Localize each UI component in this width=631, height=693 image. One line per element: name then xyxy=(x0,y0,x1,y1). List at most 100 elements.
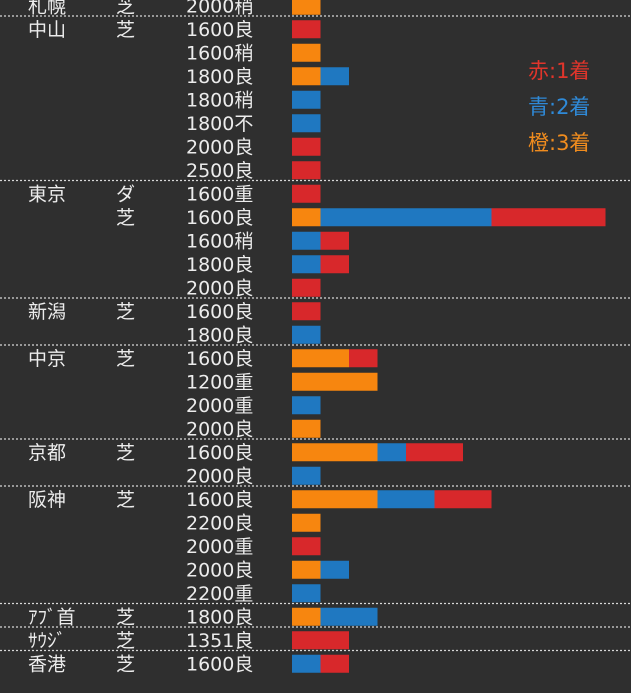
bar-third-place xyxy=(292,513,321,532)
venue-label: 香港 xyxy=(28,654,66,676)
bar-third-place xyxy=(292,607,321,626)
chart-row: 1800良 xyxy=(186,66,349,88)
tick-label: 1600良 xyxy=(186,348,253,370)
bar-first-place xyxy=(292,302,321,321)
chart-row: 2200重 xyxy=(186,583,321,605)
surface-label: 芝 xyxy=(116,348,135,370)
bar-second-place xyxy=(320,67,349,86)
surface-label: 芝 xyxy=(116,489,135,511)
venue-label: 中山 xyxy=(28,19,66,41)
chart-row: 京都 芝 1600良 xyxy=(28,442,463,464)
tick-label: 1600稍 xyxy=(186,43,253,65)
tick-label: 1351良 xyxy=(186,630,253,652)
bar-first-place xyxy=(320,255,349,274)
bar-third-place xyxy=(292,372,378,391)
bar-second-place xyxy=(292,584,321,603)
chart-row: 東京 ダ 1600重 xyxy=(28,184,321,206)
venue-label: 中京 xyxy=(28,348,66,370)
chart-row: 2000良 xyxy=(186,466,321,488)
surface-label: 芝 xyxy=(116,301,135,323)
legend-entry: 橙:3着 xyxy=(528,131,590,155)
bar-first-place xyxy=(292,137,321,156)
chart-row: 1800不 xyxy=(186,113,321,135)
tick-label: 1600良 xyxy=(186,301,253,323)
chart-row: 2000良 xyxy=(186,278,321,300)
bar-third-place xyxy=(292,490,378,509)
venue-label: 札幌 xyxy=(28,0,66,18)
surface-label: 芝 xyxy=(116,654,135,676)
bar-second-place xyxy=(320,208,492,227)
bar-first-place xyxy=(434,490,492,509)
tick-label: 1800稍 xyxy=(186,90,253,112)
tick-label: 1600良 xyxy=(186,207,253,229)
chart-row: 中山 芝 1600良 xyxy=(28,19,321,41)
tick-label: 2200良 xyxy=(186,513,253,535)
bar-first-place xyxy=(320,231,349,250)
chart-row: 芝 1600良 xyxy=(116,207,606,229)
bar-first-place xyxy=(349,349,378,368)
bar-second-place xyxy=(292,90,321,109)
chart-row: 香港 芝 1600良 xyxy=(28,654,349,676)
tick-label: 2000良 xyxy=(186,466,253,488)
chart-row: 阪神 芝 1600良 xyxy=(28,489,492,511)
bar-first-place xyxy=(292,631,349,650)
bar-first-place xyxy=(320,654,349,673)
chart-row: 2200良 xyxy=(186,513,321,535)
surface-label: ダ xyxy=(116,184,135,206)
chart-row: 1800良 xyxy=(186,254,349,276)
chart-row: ｱﾌﾞ首 芝 1800良 xyxy=(28,607,378,629)
bar-first-place xyxy=(491,208,606,227)
venue-label: 阪神 xyxy=(28,489,66,511)
chart-row: 2000良 xyxy=(186,560,349,582)
bar-third-place xyxy=(292,443,378,462)
surface-label: 芝 xyxy=(116,630,135,652)
surface-label: 芝 xyxy=(116,19,135,41)
bar-third-place xyxy=(292,208,321,227)
bar-first-place xyxy=(292,161,321,180)
tick-label: 1600重 xyxy=(186,184,253,206)
tick-label: 2000良 xyxy=(186,137,253,159)
bar-second-place xyxy=(377,490,435,509)
bar-second-place xyxy=(292,231,321,250)
bar-first-place xyxy=(292,537,321,556)
chart-row: 新潟 芝 1600良 xyxy=(28,301,321,323)
legend-entry: 赤:1着 xyxy=(528,59,590,83)
surface-label: 芝 xyxy=(116,207,135,229)
chart-row: 1200重 xyxy=(186,372,378,394)
bar-second-place xyxy=(292,114,321,133)
venue-label: 新潟 xyxy=(28,301,66,323)
tick-label: 2000重 xyxy=(186,536,253,558)
venue-label: ｻｳｼﾞ xyxy=(28,630,66,652)
chart-row: 札幌 芝 2000稍 xyxy=(28,0,321,18)
bar-third-place xyxy=(292,349,349,368)
tick-label: 2000稍 xyxy=(186,0,253,18)
chart-row: 2000良 xyxy=(186,137,321,159)
tick-label: 2500良 xyxy=(186,160,253,182)
bar-first-place xyxy=(406,443,463,462)
chart-row: 2500良 xyxy=(186,160,321,182)
bar-third-place xyxy=(292,67,321,86)
venue-label: ｱﾌﾞ首 xyxy=(28,607,76,629)
bar-first-place xyxy=(292,278,321,297)
tick-label: 2000良 xyxy=(186,419,253,441)
tick-label: 2200重 xyxy=(186,583,253,605)
bar-second-place xyxy=(320,607,378,626)
tick-label: 1200重 xyxy=(186,372,253,394)
tick-label: 1800良 xyxy=(186,325,253,347)
chart-row: 2000重 xyxy=(186,536,321,558)
tick-label: 1800不 xyxy=(186,113,253,135)
bar-first-place xyxy=(292,20,321,39)
bar-third-place xyxy=(292,560,321,579)
surface-label: 芝 xyxy=(116,442,135,464)
venue-label: 東京 xyxy=(28,184,66,206)
legend-entry: 青:2着 xyxy=(528,95,590,119)
tick-label: 1800良 xyxy=(186,66,253,88)
bar-second-place xyxy=(292,466,321,485)
bar-third-place xyxy=(292,43,321,62)
tick-label: 1600良 xyxy=(186,442,253,464)
chart-row: 1800良 xyxy=(186,325,321,347)
chart-row: 1600稍 xyxy=(186,43,321,65)
bar-third-place xyxy=(292,419,321,438)
bar-second-place xyxy=(377,443,406,462)
